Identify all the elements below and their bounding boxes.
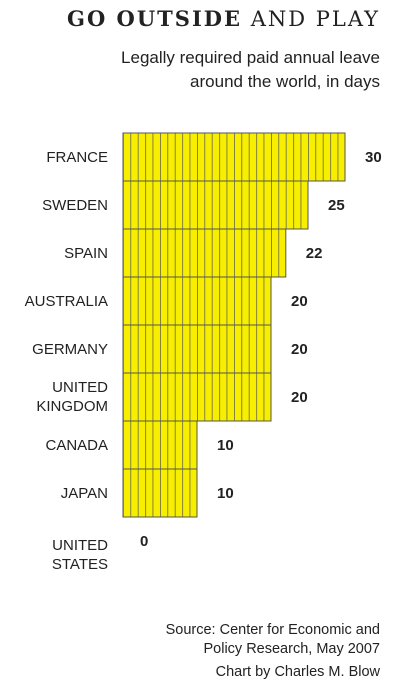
category-label: SWEDEN	[42, 196, 108, 214]
category-label: CANADA	[45, 436, 108, 454]
value-label: 30	[365, 148, 382, 166]
bar	[122, 228, 287, 278]
credit: Chart by Charles M. Blow	[215, 664, 380, 680]
category-label: UNITED STATES	[51, 537, 108, 573]
title-bold: GO OUTSIDE	[67, 6, 242, 31]
chart-title: GO OUTSIDE AND PLAY	[67, 6, 380, 31]
category-label: GERMANY	[32, 340, 108, 358]
value-label: 25	[328, 196, 345, 214]
value-label: 0	[140, 532, 149, 550]
bar	[122, 468, 198, 518]
source: Source: Center for Economic and	[165, 622, 380, 638]
value-label: 20	[291, 340, 308, 358]
bar	[122, 132, 346, 182]
category-label: FRANCE	[46, 148, 108, 166]
category-label: UNITED KINGDOM	[36, 379, 108, 415]
title-rest: AND PLAY	[250, 7, 380, 31]
category-label: JAPAN	[60, 484, 108, 502]
subtitle: Legally required paid annual leave	[121, 48, 380, 67]
category-label: SPAIN	[64, 244, 108, 262]
value-label: 20	[291, 388, 308, 406]
bar	[122, 276, 272, 326]
bar	[122, 372, 272, 422]
value-label: 20	[291, 292, 308, 310]
value-label: 22	[305, 244, 323, 262]
value-label: 10	[217, 436, 234, 454]
source: Policy Research, May 2007	[203, 641, 381, 657]
value-label: 10	[217, 484, 234, 502]
category-label: AUSTRALIA	[24, 292, 108, 310]
subtitle: around the world, in days	[190, 72, 380, 91]
bar	[122, 420, 198, 470]
bar	[122, 324, 272, 374]
bar	[122, 180, 309, 230]
